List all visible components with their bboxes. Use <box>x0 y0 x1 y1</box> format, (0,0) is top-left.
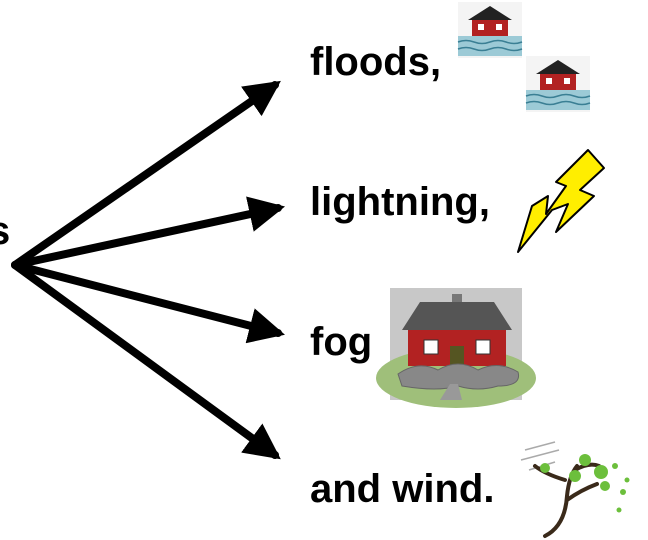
fog-icon <box>376 288 536 408</box>
lightning-icon <box>518 150 604 252</box>
diagram: s floods, lightning, fog and wind. <box>0 0 648 540</box>
branch-label: fog <box>310 320 372 364</box>
arrow <box>15 265 275 455</box>
branch-label: floods, <box>310 40 441 84</box>
source-text: s <box>0 209 10 253</box>
flood-icon <box>526 56 590 112</box>
arrow <box>15 265 278 333</box>
wind-icon <box>521 442 630 536</box>
arrows <box>15 85 278 455</box>
flood-icon <box>458 2 522 58</box>
branch-label: lightning, <box>310 180 490 224</box>
branch-label: and wind. <box>310 467 494 511</box>
page: s floods, lightning, fog and wind. <box>0 0 648 540</box>
